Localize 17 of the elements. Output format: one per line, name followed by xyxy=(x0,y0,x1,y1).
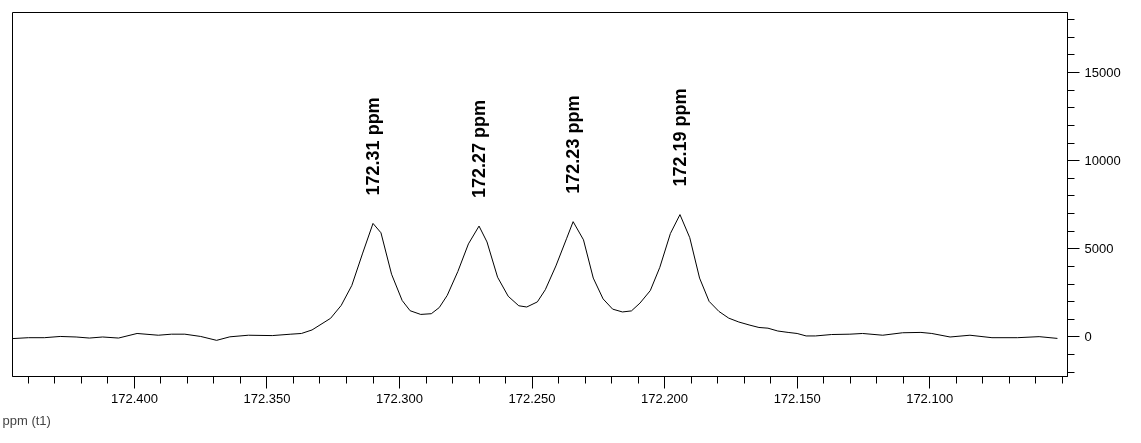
x-tick-label: 172.100 xyxy=(906,390,954,406)
annotation: 172.27 ppm xyxy=(469,100,490,199)
annotation: 172.23 ppm xyxy=(563,95,584,194)
y-tick-label: 10000 xyxy=(1084,153,1121,169)
x-tick-label: 172.350 xyxy=(243,390,291,406)
x-axis-title: ppm (t1) xyxy=(2,412,51,428)
y-tick-label: 5000 xyxy=(1084,241,1114,257)
y-tick-label: 15000 xyxy=(1084,64,1121,80)
x-tick-label: 172.250 xyxy=(508,390,556,406)
annotation: 172.19 ppm xyxy=(669,88,690,187)
annotation: 172.31 ppm xyxy=(363,97,383,196)
x-tick-label: 172.400 xyxy=(110,390,158,406)
x-tick-label: 172.200 xyxy=(641,390,689,406)
x-tick-label: 172.300 xyxy=(376,390,424,406)
y-tick-label: 0 xyxy=(1084,329,1092,345)
line-series xyxy=(12,214,1058,341)
x-tick-label: 172.150 xyxy=(773,390,821,406)
